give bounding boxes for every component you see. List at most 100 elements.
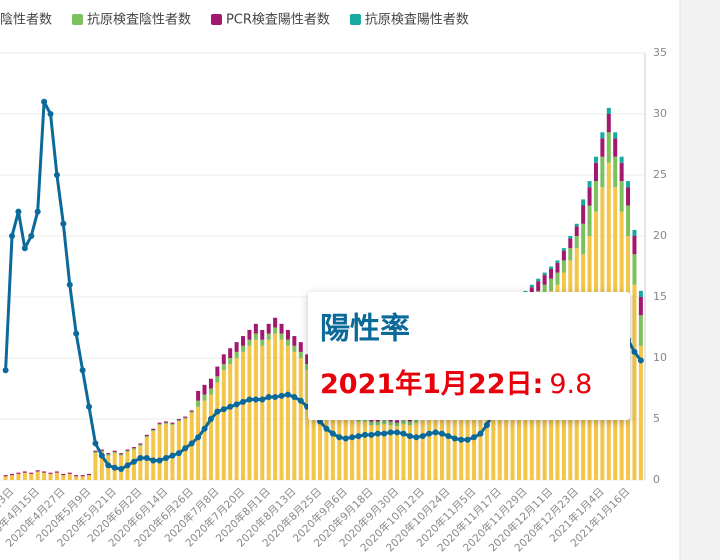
rate-point (201, 425, 208, 432)
bar-segment (626, 181, 631, 188)
bar-segment (581, 199, 586, 206)
rate-point (438, 430, 445, 437)
bar-segment (600, 138, 605, 157)
rate-point (381, 430, 388, 437)
bar-segment (292, 345, 297, 352)
bar-segment (568, 236, 573, 239)
bar-segment (183, 416, 188, 418)
bar-segment (196, 400, 201, 407)
bar-segment (542, 284, 547, 297)
bar-segment (202, 384, 207, 395)
bar-segment (574, 226, 579, 236)
legend-label: PCR検査陽性者数 (226, 13, 330, 28)
bar-segment (343, 419, 348, 480)
bar-segment (99, 450, 104, 452)
bar-segment (318, 394, 323, 480)
bar-segment (151, 429, 156, 432)
bar-segment (561, 260, 566, 273)
rate-point (323, 425, 330, 432)
bar-segment (54, 472, 59, 480)
bar-segment (61, 473, 66, 476)
rate-point (28, 233, 35, 239)
rate-point (259, 396, 266, 403)
bar-segment (555, 262, 560, 273)
legend-swatch (349, 14, 361, 25)
rate-point (451, 435, 458, 442)
legend-swatch (210, 14, 222, 25)
bar-segment (555, 272, 560, 285)
rate-point (240, 398, 247, 405)
bar-segment (581, 205, 586, 224)
bar-segment (395, 426, 400, 480)
bar-segment (375, 419, 380, 422)
bar-segment (388, 419, 393, 422)
legend-label: 抗原検査陽性者数 (365, 13, 469, 28)
bar-segment (395, 422, 400, 427)
bar-segment (542, 275, 547, 285)
rate-point (124, 462, 131, 469)
bar-segment (549, 278, 554, 291)
rate-point (2, 367, 9, 374)
y-tick-label: 0 (653, 473, 660, 486)
rate-point (60, 220, 67, 227)
rate-point (361, 431, 368, 438)
bar-segment (157, 423, 162, 426)
rate-point (246, 396, 253, 403)
bar-segment (74, 476, 79, 480)
rate-point (483, 422, 490, 429)
rate-point (73, 330, 80, 337)
bar-segment (138, 445, 143, 480)
rate-point (291, 394, 298, 401)
rate-point (130, 458, 137, 465)
bar-segment (369, 421, 374, 426)
rate-point (169, 452, 176, 459)
rate-point (406, 433, 413, 440)
rate-point (34, 208, 41, 215)
bar-segment (138, 444, 143, 446)
bar-segment (330, 406, 335, 480)
bar-segment (266, 323, 271, 334)
bar-segment (189, 410, 194, 412)
rate-point (419, 433, 426, 440)
bar-segment (112, 450, 117, 452)
bar-segment (106, 453, 111, 455)
bar-segment (253, 333, 258, 340)
bar-segment (221, 354, 226, 365)
bar-segment (305, 354, 310, 365)
bar-segment (54, 471, 59, 473)
rate-point (53, 172, 60, 178)
bar-segment (99, 449, 104, 451)
rate-point (265, 394, 272, 401)
bar-segment (337, 412, 342, 480)
bar-segment (407, 425, 412, 480)
tooltip-title: 陽性率 (320, 312, 410, 347)
bar-segment (260, 345, 265, 480)
rate-point (272, 394, 279, 401)
bar-segment (241, 345, 246, 352)
bar-segment (613, 156, 618, 188)
bar-segment (10, 475, 15, 480)
bar-segment (305, 364, 310, 371)
bar-segment (632, 236, 637, 255)
bar-segment (189, 412, 194, 480)
bar-segment (241, 336, 246, 346)
bar-segment (388, 425, 393, 480)
bar-segment (600, 132, 605, 139)
legend-swatch (71, 14, 83, 25)
bar-segment (279, 323, 284, 334)
bar-segment (170, 422, 175, 424)
bar-segment (151, 428, 156, 430)
bar-segment (638, 315, 643, 346)
bar-segment (3, 476, 8, 480)
rate-point (637, 357, 644, 364)
rate-point (79, 367, 86, 374)
bar-segment (119, 453, 124, 455)
bar-segment (164, 423, 169, 480)
rate-point (355, 433, 362, 440)
bar-segment (151, 431, 156, 480)
bar-segment (375, 425, 380, 480)
bar-segment (208, 394, 213, 480)
bar-segment (561, 248, 566, 251)
rate-point (278, 392, 285, 399)
bar-segment (285, 345, 290, 480)
